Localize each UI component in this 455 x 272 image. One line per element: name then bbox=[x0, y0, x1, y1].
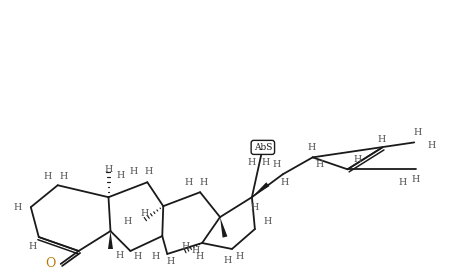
Text: H: H bbox=[115, 251, 123, 261]
Text: H: H bbox=[144, 167, 152, 176]
Text: H: H bbox=[410, 175, 419, 184]
Text: H: H bbox=[235, 252, 243, 261]
Text: H: H bbox=[280, 178, 288, 187]
Text: H: H bbox=[376, 135, 384, 144]
Text: H: H bbox=[200, 178, 208, 187]
Text: H: H bbox=[29, 242, 37, 252]
Text: H: H bbox=[263, 217, 271, 225]
Text: H: H bbox=[14, 203, 22, 212]
Text: H: H bbox=[151, 252, 159, 261]
Polygon shape bbox=[220, 217, 227, 238]
Text: H: H bbox=[272, 160, 280, 169]
Text: H: H bbox=[261, 158, 269, 167]
Text: H: H bbox=[196, 252, 204, 261]
Text: H: H bbox=[223, 256, 232, 265]
Text: H: H bbox=[116, 171, 124, 180]
Text: H: H bbox=[247, 158, 255, 167]
Text: H: H bbox=[315, 160, 323, 169]
Text: H: H bbox=[129, 167, 137, 176]
Text: H: H bbox=[412, 128, 420, 137]
Text: H: H bbox=[397, 178, 405, 187]
Text: H: H bbox=[191, 246, 199, 255]
Text: H: H bbox=[60, 172, 68, 181]
Text: H: H bbox=[184, 178, 192, 187]
Text: H: H bbox=[123, 217, 131, 225]
Text: O: O bbox=[46, 257, 56, 270]
Text: H: H bbox=[104, 165, 112, 174]
Text: H: H bbox=[250, 203, 258, 212]
Text: H: H bbox=[166, 257, 174, 267]
Text: H: H bbox=[181, 242, 189, 252]
Polygon shape bbox=[251, 182, 269, 197]
Polygon shape bbox=[108, 231, 113, 249]
Text: H: H bbox=[307, 143, 315, 152]
Text: H: H bbox=[426, 141, 435, 150]
Text: AbS: AbS bbox=[253, 143, 272, 152]
Text: H: H bbox=[353, 155, 361, 164]
Text: H: H bbox=[44, 172, 52, 181]
Text: H: H bbox=[140, 209, 148, 218]
Text: H: H bbox=[133, 252, 141, 261]
